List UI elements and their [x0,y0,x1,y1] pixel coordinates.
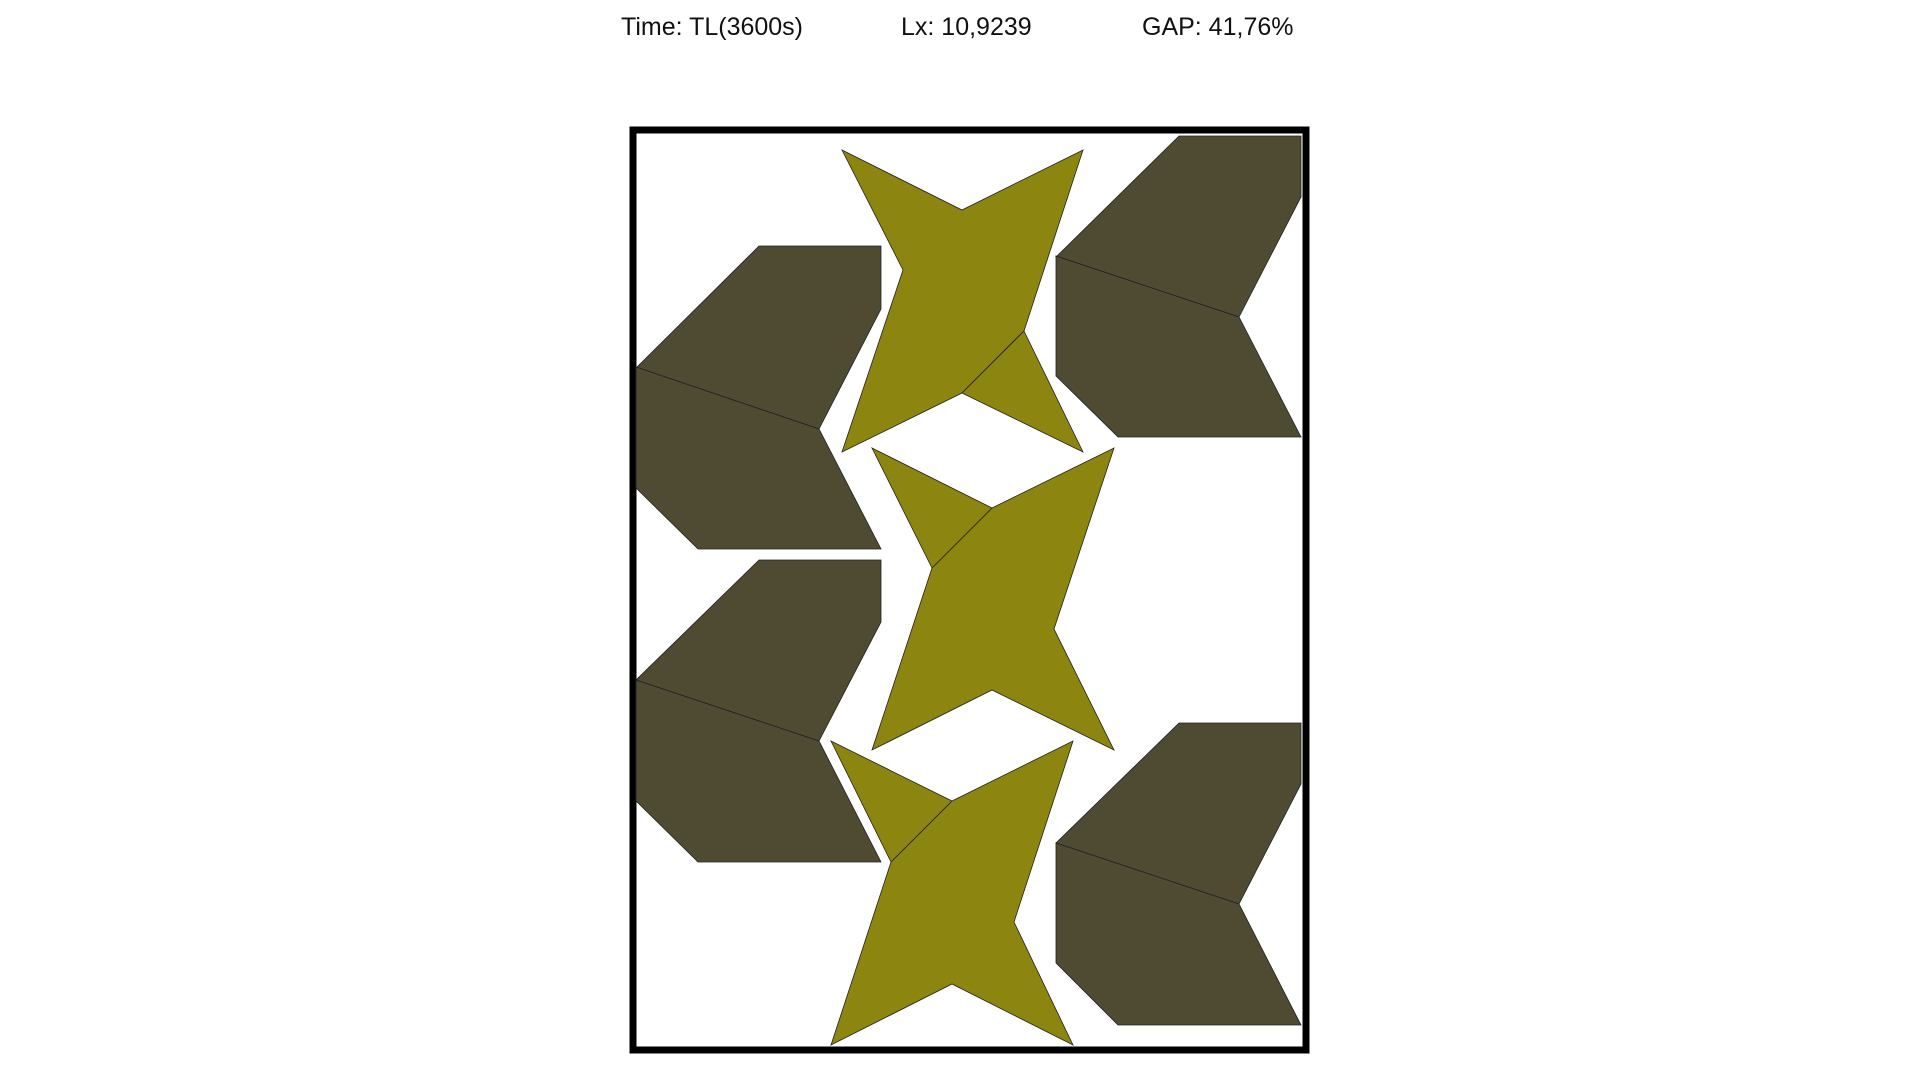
chevron-piece-top-right [1055,135,1302,438]
chevron-piece-middle-left [635,559,882,863]
chevron-piece-top-left [635,245,882,550]
time-limit-label: Time: TL(3600s) [621,13,803,41]
gap-value-label: GAP: 41,76% [1142,13,1293,41]
star-piece-bottom [830,740,1074,1046]
lx-value-label: Lx: 10,9239 [901,13,1032,41]
star-piece-top [841,149,1084,453]
chevron-piece-bottom-right [1055,722,1302,1026]
star-piece-middle [871,447,1115,751]
